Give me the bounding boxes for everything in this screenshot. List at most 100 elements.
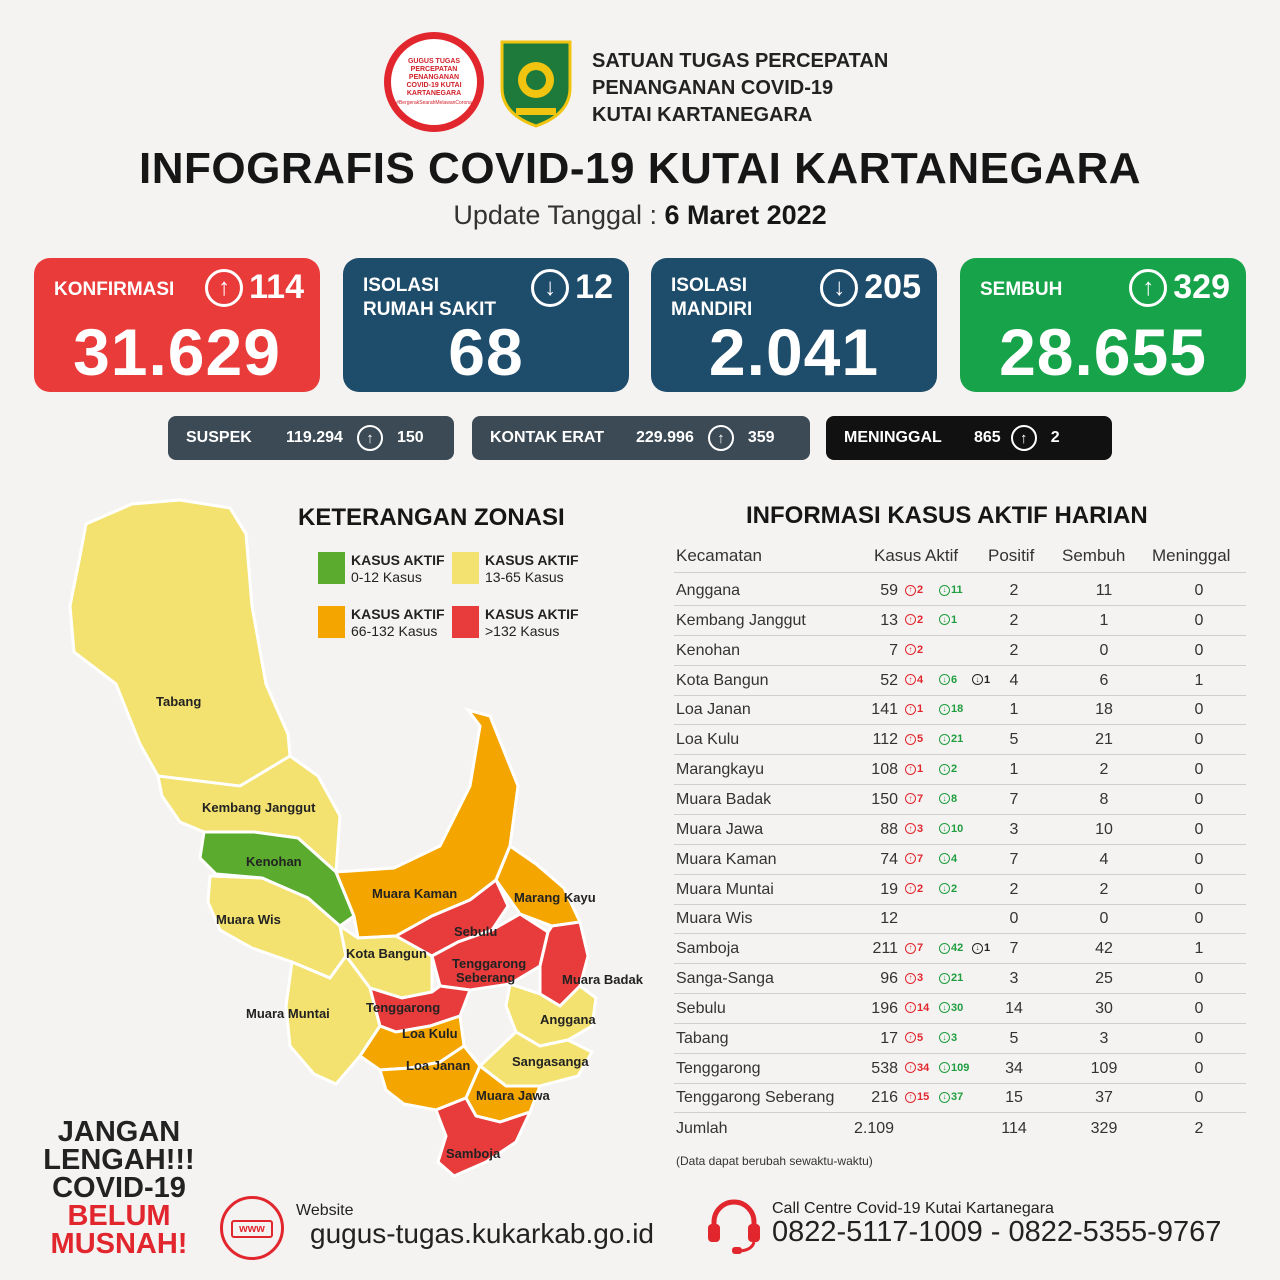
recovered-badge-icon: ↓ bbox=[939, 853, 950, 865]
positive-count: 15 bbox=[1005, 1089, 1023, 1107]
increase-badge: ↑ 3 bbox=[905, 972, 923, 984]
table-header-divider bbox=[674, 572, 1246, 573]
district-name: Tenggarong Seberang bbox=[676, 1089, 835, 1107]
card-label-line-2: MANDIRI bbox=[671, 299, 753, 320]
increase-badge: ↑ 2 bbox=[905, 644, 923, 656]
table-row: Kota Bangun 52 ↑ 4 ↓ 6 ↓ 1 4 6 1 bbox=[674, 666, 1246, 696]
total-sembuh: 329 bbox=[1090, 1120, 1118, 1137]
recovered-badge: ↓ 3 bbox=[939, 1032, 957, 1044]
legend-range: 66-132 Kasus bbox=[351, 623, 438, 639]
recovered-badge: ↓ 11 bbox=[939, 584, 963, 596]
recovered-badge-icon: ↓ bbox=[939, 972, 950, 984]
recovered-badge-value: 21 bbox=[951, 972, 964, 985]
table-row: Tenggarong 538 ↑ 34 ↓ 109 34 109 0 bbox=[674, 1054, 1246, 1084]
positive-count: 14 bbox=[1005, 999, 1023, 1017]
recovered-badge: ↓ 10 bbox=[939, 823, 963, 835]
district-name: Marangkayu bbox=[676, 761, 765, 779]
recovered-count: 6 bbox=[1099, 671, 1109, 689]
website-link[interactable]: gugus-tugas.kukarkab.go.id bbox=[310, 1218, 654, 1249]
increase-badge-value: 2 bbox=[917, 882, 924, 895]
recovered-badge: ↓ 18 bbox=[939, 703, 963, 715]
district-name: Tabang bbox=[676, 1029, 729, 1047]
district-name: Kembang Janggut bbox=[676, 611, 806, 629]
recovered-badge: ↓ 21 bbox=[939, 733, 963, 745]
active-cases: 59 bbox=[880, 582, 898, 599]
recovered-badge-icon: ↓ bbox=[939, 883, 950, 894]
pill-value: 865 bbox=[974, 429, 1001, 446]
map-label: Muara Jawa bbox=[476, 1088, 550, 1103]
active-cases: 216 bbox=[871, 1089, 898, 1107]
table-row: Muara Wis 12 0 0 0 bbox=[674, 904, 1246, 935]
recovered-count: 4 bbox=[1099, 850, 1109, 868]
increase-badge-icon: ↑ bbox=[905, 1062, 916, 1074]
increase-badge-value: 2 bbox=[917, 613, 924, 626]
active-cases: 112 bbox=[872, 731, 898, 749]
positive-count: 3 bbox=[1009, 970, 1019, 988]
table-row: Muara Jawa 88 ↑ 3 ↓ 10 3 10 0 bbox=[674, 815, 1246, 845]
death-count: 0 bbox=[1194, 999, 1204, 1017]
increase-badge: ↑ 5 bbox=[905, 1032, 923, 1044]
district-name: Kenohan bbox=[676, 641, 741, 659]
positive-count: 5 bbox=[1009, 1029, 1019, 1047]
table-row: Muara Muntai 19 ↑ 2 ↓ 2 2 2 0 bbox=[674, 875, 1246, 905]
card-isolasi-rumah-sakit: ISOLASI RUMAH SAKIT ↓ 12 68 bbox=[343, 258, 629, 392]
increase-badge: ↑ 7 bbox=[905, 853, 923, 865]
card-label-line-2: RUMAH SAKIT bbox=[363, 299, 496, 320]
recovered-count: 21 bbox=[1095, 731, 1113, 749]
legend-red: KASUS AKTIF >132 Kasus bbox=[452, 606, 579, 640]
positive-count: 1 bbox=[1009, 701, 1019, 719]
table-row: Anggana 59 ↑ 2 ↓ 11 2 11 0 bbox=[674, 576, 1246, 606]
district-name: Sanga-Sanga bbox=[676, 970, 774, 988]
pill-delta: 2 bbox=[1050, 429, 1060, 446]
increase-badge: ↑ 2 bbox=[905, 614, 923, 626]
recovered-badge-icon: ↓ bbox=[939, 1002, 950, 1014]
active-cases: 538 bbox=[871, 1059, 898, 1077]
recovered-badge-icon: ↓ bbox=[939, 674, 950, 686]
recovered-badge-value: 4 bbox=[951, 852, 958, 865]
recovered-count: 11 bbox=[1095, 582, 1113, 599]
increase-badge-icon: ↑ bbox=[905, 942, 916, 954]
arrow-up-icon: ↑ bbox=[1129, 268, 1168, 307]
increase-badge-value: 7 bbox=[917, 942, 924, 955]
recovered-badge: ↓ 42 bbox=[939, 942, 963, 954]
update-date: 6 Maret 2022 bbox=[664, 200, 827, 230]
legend-label: KASUS AKTIF bbox=[485, 606, 579, 622]
regency-emblem-icon bbox=[500, 40, 572, 128]
arrow-down-icon: ↓ bbox=[531, 268, 570, 307]
card-value: 31.629 bbox=[73, 315, 281, 389]
increase-badge-value: 1 bbox=[917, 703, 924, 716]
task-force-logo-ring-text: #BergerakSearahMelawanCorona bbox=[396, 99, 472, 106]
increase-badge-value: 14 bbox=[917, 1001, 930, 1014]
slogan-line: JANGAN bbox=[57, 1116, 181, 1148]
increase-badge-icon: ↑ bbox=[905, 1032, 916, 1044]
region-samboja bbox=[434, 1096, 533, 1178]
district-name: Muara Muntai bbox=[676, 880, 774, 898]
org-name-line-2: PENANGANAN COVID-19 bbox=[592, 77, 834, 99]
increase-badge-value: 34 bbox=[917, 1061, 930, 1074]
card-label: ISOLASI bbox=[363, 275, 440, 296]
map-label: Muara Muntai bbox=[246, 1006, 330, 1021]
column-header-kasus-aktif: Kasus Aktif bbox=[874, 546, 959, 565]
table-row: Kembang Janggut 13 ↑ 2 ↓ 1 2 1 0 bbox=[674, 606, 1246, 636]
positive-count: 2 bbox=[1009, 641, 1019, 659]
recovered-badge-value: 42 bbox=[951, 942, 964, 955]
active-cases: 7 bbox=[889, 641, 898, 659]
recovered-count: 2 bbox=[1099, 761, 1109, 779]
call-centre-numbers[interactable]: 0822-5117-1009 - 0822-5355-9767 bbox=[772, 1216, 1222, 1248]
positive-count: 1 bbox=[1009, 761, 1019, 779]
death-count: 0 bbox=[1194, 582, 1204, 599]
active-cases: 141 bbox=[871, 701, 898, 719]
recovered-badge-value: 11 bbox=[951, 584, 963, 596]
district-name: Anggana bbox=[676, 582, 741, 599]
increase-badge-value: 1 bbox=[917, 763, 924, 776]
recovered-badge: ↓ 109 bbox=[939, 1062, 969, 1074]
increase-badge-icon: ↑ bbox=[905, 733, 916, 745]
table-row: Marangkayu 108 ↑ 1 ↓ 2 1 2 0 bbox=[674, 755, 1246, 786]
table-row: Samboja 211 ↑ 7 ↓ 42 ↓ 1 7 42 1 bbox=[674, 934, 1246, 965]
increase-badge-icon: ↑ bbox=[905, 823, 916, 835]
increase-badge: ↑ 4 bbox=[905, 674, 923, 686]
death-badge-icon: ↓ bbox=[972, 942, 983, 954]
increase-badge: ↑ 3 bbox=[905, 823, 923, 835]
active-cases: 108 bbox=[871, 761, 898, 779]
map-label: Tenggarong bbox=[366, 1000, 440, 1015]
